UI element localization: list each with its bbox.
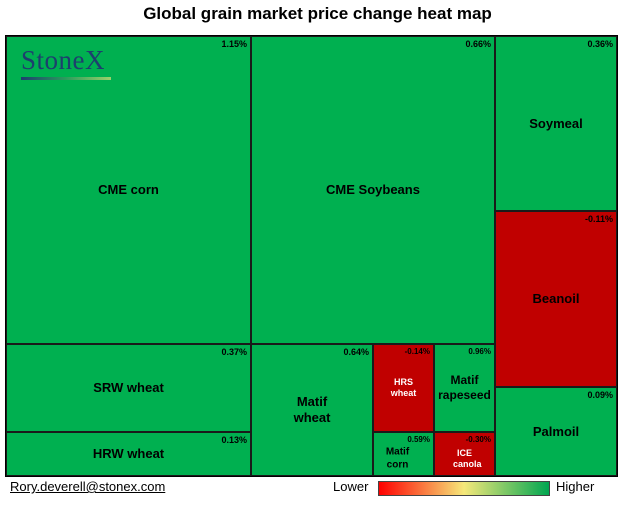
tile-cme-soybeans: 0.66% CME Soybeans <box>251 36 495 344</box>
tile-srw-wheat-label: SRW wheat <box>93 379 164 395</box>
tile-ice-canola-pct: -0.30% <box>465 435 491 444</box>
tile-cme-corn-pct: 1.15% <box>221 39 247 49</box>
tile-matif-corn: 0.59% Matif corn <box>373 432 434 476</box>
tile-srw-wheat: 0.37% SRW wheat <box>6 344 251 432</box>
tile-soymeal: 0.36% Soymeal <box>495 36 617 211</box>
chart-title: Global grain market price change heat ma… <box>143 4 492 23</box>
legend-gradient-bar <box>378 481 550 496</box>
tile-matif-wheat: 0.64% Matif wheat <box>251 344 373 476</box>
tile-matif-wheat-pct: 0.64% <box>343 347 369 357</box>
tile-cme-soybeans-pct: 0.66% <box>465 39 491 49</box>
contact-email[interactable]: Rory.deverell@stonex.com <box>10 479 166 494</box>
tile-matif-rapeseed-label: Matif rapeseed <box>438 373 491 402</box>
stonex-logo: StoneX <box>21 45 105 75</box>
tile-hrs-wheat-label: HRS wheat <box>390 376 417 398</box>
tile-beanoil: -0.11% Beanoil <box>495 211 617 387</box>
treemap: 1.15% CME corn StoneX 0.66% CME Soybeans… <box>5 35 618 477</box>
tile-palmoil: 0.09% Palmoil <box>495 387 617 476</box>
tile-matif-rapeseed: 0.96% Matif rapeseed <box>434 344 495 432</box>
tile-beanoil-pct: -0.11% <box>584 214 613 224</box>
tile-cme-corn-label: CME corn <box>98 181 159 197</box>
tile-palmoil-pct: 0.09% <box>587 390 613 400</box>
tile-hrw-wheat-label: HRW wheat <box>92 445 165 461</box>
tile-ice-canola-label: ICE canola <box>453 447 482 469</box>
legend-lower-label: Lower <box>333 479 369 494</box>
tile-soymeal-pct: 0.36% <box>587 39 613 49</box>
tile-hrs-wheat-pct: -0.14% <box>404 347 430 356</box>
tile-matif-corn-pct: 0.59% <box>407 435 430 444</box>
tile-hrw-wheat: 0.13% HRW wheat <box>6 432 251 476</box>
tile-palmoil-label: Palmoil <box>532 423 580 439</box>
tile-srw-wheat-pct: 0.37% <box>221 347 247 357</box>
legend-higher-label: Higher <box>556 479 595 494</box>
tile-beanoil-label: Beanoil <box>532 290 580 306</box>
tile-matif-corn-label: Matif corn <box>385 446 410 471</box>
logo-underline <box>21 77 111 80</box>
tile-matif-wheat-label: Matif wheat <box>293 393 331 425</box>
tile-cme-corn: 1.15% CME corn StoneX <box>6 36 251 344</box>
tile-ice-canola: -0.30% ICE canola <box>434 432 495 476</box>
tile-hrw-wheat-pct: 0.13% <box>221 435 247 445</box>
tile-matif-rapeseed-pct: 0.96% <box>468 347 491 356</box>
tile-cme-soybeans-label: CME Soybeans <box>326 181 420 197</box>
tile-hrs-wheat: -0.14% HRS wheat <box>373 344 434 432</box>
tile-soymeal-label: Soymeal <box>529 115 583 131</box>
